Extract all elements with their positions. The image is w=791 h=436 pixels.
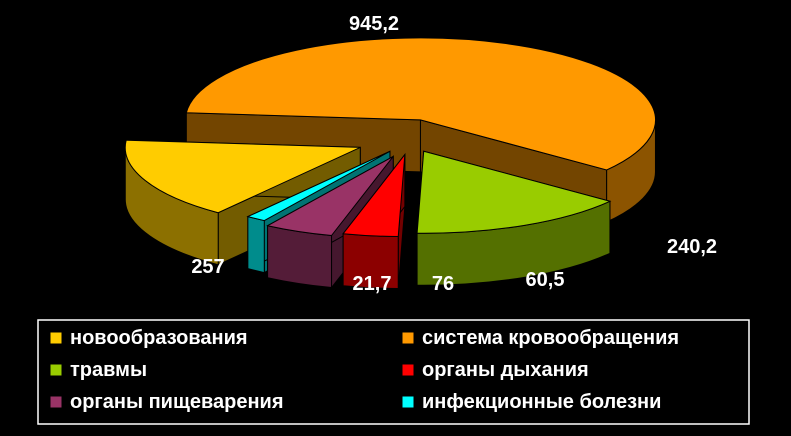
- legend-item-5: инфекционные болезни: [401, 391, 661, 413]
- legend-swatch-2: [49, 363, 63, 377]
- slice-top-4: [246, 150, 391, 222]
- slice-top-5: [124, 139, 361, 214]
- slice-top-3: [266, 155, 394, 237]
- legend-swatch-5: [401, 395, 415, 409]
- data-label-3: 76: [432, 273, 454, 295]
- data-label-4: 21,7: [353, 273, 392, 295]
- legend-box: [37, 319, 750, 425]
- pie-plot-area: [124, 37, 656, 290]
- data-labels: 945,2 240,2 60,5 76 21,7 257: [191, 13, 717, 295]
- legend-label-3: органы дыхания: [422, 359, 589, 381]
- slice-top-0: [185, 37, 656, 171]
- legend-item-1: система кровообращения: [401, 327, 679, 349]
- legend-label-5: инфекционные болезни: [422, 391, 661, 413]
- pie-slice-1: [416, 150, 612, 286]
- legend-label-1: система кровообращения: [422, 327, 679, 349]
- slice-top-2: [342, 152, 406, 238]
- slice-side-4-0: [247, 215, 265, 274]
- data-label-0: 945,2: [349, 13, 399, 35]
- data-label-2: 60,5: [526, 269, 565, 291]
- legend-label-0: новообразования: [70, 327, 248, 349]
- pie-slice-2: [342, 152, 406, 290]
- legend-item-4: органы пищеварения: [49, 391, 284, 413]
- slice-top-1: [416, 150, 612, 234]
- legend-swatch-3: [401, 363, 415, 377]
- legend: новообразования система кровообращения тра…: [37, 319, 750, 425]
- legend-swatch-4: [49, 395, 63, 409]
- legend-item-3: органы дыхания: [401, 359, 589, 381]
- legend-item-2: травмы: [49, 359, 147, 381]
- legend-swatch-1: [401, 331, 415, 345]
- data-label-5: 257: [191, 256, 224, 278]
- legend-label-2: травмы: [70, 359, 147, 381]
- legend-item-0: новообразования: [49, 327, 248, 349]
- legend-swatch-0: [49, 331, 63, 345]
- legend-label-4: органы пищеварения: [70, 391, 284, 413]
- data-label-1: 240,2: [667, 236, 717, 258]
